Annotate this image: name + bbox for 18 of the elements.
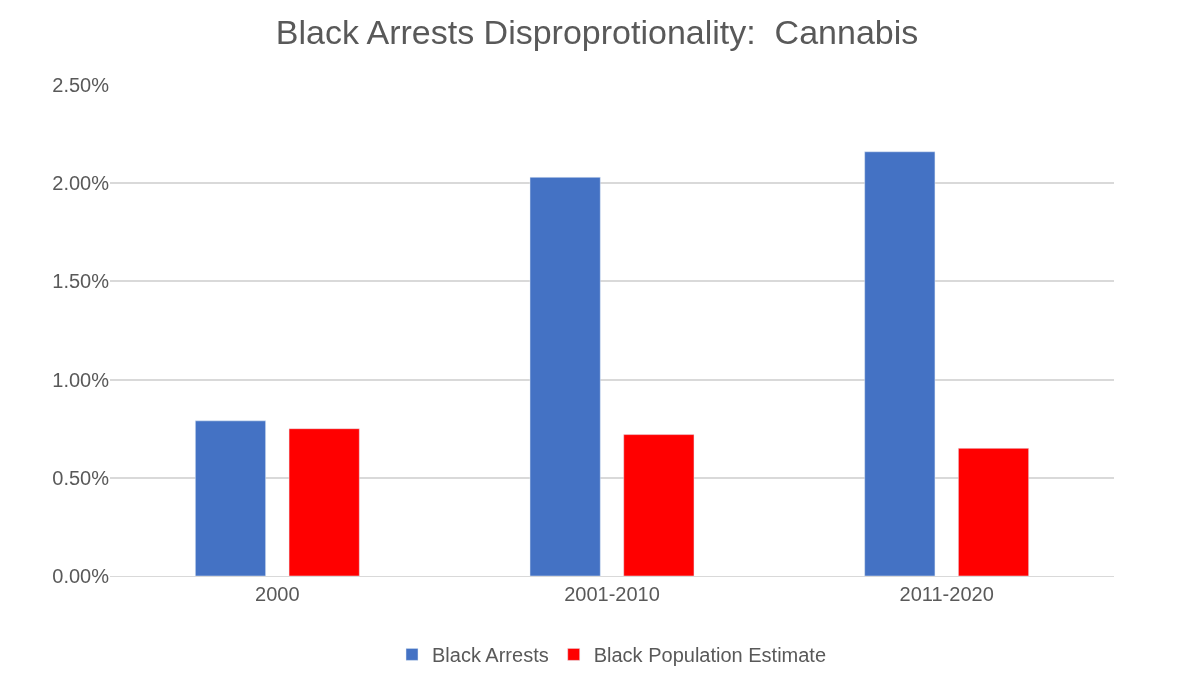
y-tick-label: 1.00% — [52, 368, 110, 391]
legend-label: Black Arrests — [432, 644, 549, 667]
y-tick-label: 2.00% — [52, 172, 110, 195]
bar — [958, 448, 1029, 576]
bar — [288, 428, 360, 576]
bar — [864, 151, 936, 576]
y-tick-label: 0.00% — [52, 565, 110, 587]
bar — [623, 434, 695, 576]
bar — [529, 177, 601, 576]
y-tick-label: 0.50% — [52, 466, 110, 489]
bar — [195, 420, 266, 576]
x-tick-label: 2000 — [255, 583, 300, 605]
legend-label: Black Population Estimate — [593, 644, 827, 667]
x-tick-label: 2001-2010 — [564, 583, 660, 605]
y-tick-label: 2.50% — [52, 74, 110, 96]
chart-title: Black Arrests Disproprotionality: Cannabis — [275, 13, 919, 52]
x-tick-label: 2011-2020 — [899, 583, 994, 605]
y-tick-label: 1.50% — [52, 270, 110, 293]
